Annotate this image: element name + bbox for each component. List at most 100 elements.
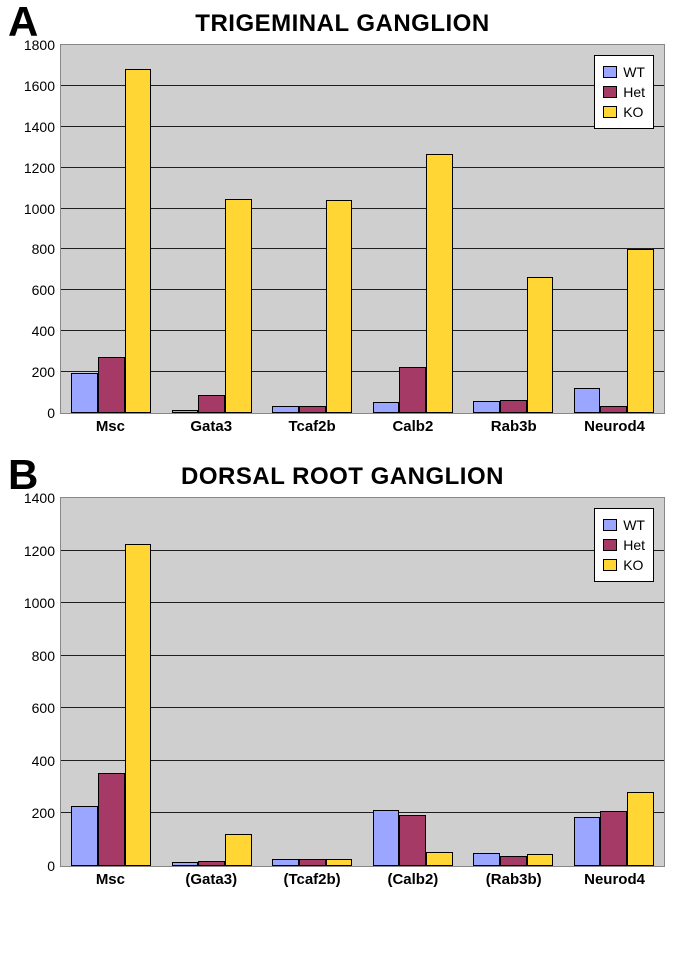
bar [574,817,601,866]
bar [225,199,252,413]
bar [399,367,426,413]
x-labels: MscGata3Tcaf2bCalb2Rab3bNeurod4 [60,418,665,435]
ytick-label: 1000 [24,201,55,217]
bar [98,357,125,413]
ytick-label: 1800 [24,37,55,53]
bar [198,861,225,866]
x-label: Msc [60,871,161,888]
ytick-label: 400 [32,323,55,339]
bar [500,400,527,413]
bar-group [162,498,263,866]
bar [527,277,554,413]
bar-groups [61,45,664,413]
bar [500,856,527,867]
bar-row [272,498,352,866]
ytick-label: 1000 [24,595,55,611]
ytick-label: 0 [47,858,55,874]
x-label: Calb2 [362,418,463,435]
bar-group [262,498,363,866]
panel-title: DORSAL ROOT GANGLION [0,453,685,497]
bar [600,811,627,866]
bar-row [71,498,151,866]
bar-row [373,45,453,413]
x-label: (Calb2) [362,871,463,888]
bar [426,852,453,866]
ytick-label: 1200 [24,160,55,176]
bar [399,815,426,866]
bar [527,854,554,866]
bar-row [272,45,352,413]
bar [473,853,500,866]
bar [172,410,199,413]
ytick-label: 600 [32,282,55,298]
bar [473,401,500,413]
bar-row [172,45,252,413]
ytick-label: 800 [32,241,55,257]
bar [299,859,326,866]
bar-groups [61,498,664,866]
bar [299,406,326,413]
bar [272,406,299,413]
bar [198,395,225,413]
bar-group [463,498,564,866]
plot-area: 0200400600800100012001400WTHetKO [60,497,665,867]
bar-group [363,498,464,866]
bar-group [363,45,464,413]
x-label: Neurod4 [564,418,665,435]
bar-row [373,498,453,866]
ytick-label: 1400 [24,119,55,135]
bar-row [473,498,553,866]
x-label: Msc [60,418,161,435]
bar [574,388,601,413]
x-label: Neurod4 [564,871,665,888]
ytick-label: 800 [32,648,55,664]
bar-row [574,498,654,866]
x-label: (Tcaf2b) [262,871,363,888]
bar-group [564,498,665,866]
ytick-label: 200 [32,805,55,821]
x-label: Rab3b [463,418,564,435]
bar [373,810,400,867]
bar-group [564,45,665,413]
ytick-label: 1400 [24,490,55,506]
panel-title: TRIGEMINAL GANGLION [0,0,685,44]
bar [172,862,199,866]
bar [71,806,98,866]
bar-row [574,45,654,413]
ytick-label: 200 [32,364,55,380]
ytick-label: 1600 [24,78,55,94]
bar [627,792,654,866]
x-labels: Msc(Gata3)(Tcaf2b)(Calb2)(Rab3b)Neurod4 [60,871,665,888]
bar [71,373,98,413]
bar-row [71,45,151,413]
bar-group [61,45,162,413]
x-label: (Rab3b) [463,871,564,888]
ytick-label: 0 [47,405,55,421]
chart-wrap: 020040060080010001200140016001800WTHetKO… [60,44,665,435]
bar [627,249,654,413]
bar-row [473,45,553,413]
bar [125,69,152,413]
bar [326,859,353,866]
x-label: (Gata3) [161,871,262,888]
bar [225,834,252,866]
bar [98,773,125,866]
bar-group [463,45,564,413]
bar [125,544,152,866]
x-label: Gata3 [161,418,262,435]
x-label: Tcaf2b [262,418,363,435]
bar [326,200,353,413]
bar-group [61,498,162,866]
ytick-label: 400 [32,753,55,769]
bar [600,406,627,413]
ytick-label: 600 [32,700,55,716]
bar [373,402,400,413]
bar-row [172,498,252,866]
bar-group [162,45,263,413]
plot-area: 020040060080010001200140016001800WTHetKO [60,44,665,414]
panel-B: BDORSAL ROOT GANGLION0200400600800100012… [0,453,685,906]
bar [272,859,299,866]
bar-group [262,45,363,413]
bar [426,154,453,413]
chart-wrap: 0200400600800100012001400WTHetKO Msc(Gata… [60,497,665,888]
